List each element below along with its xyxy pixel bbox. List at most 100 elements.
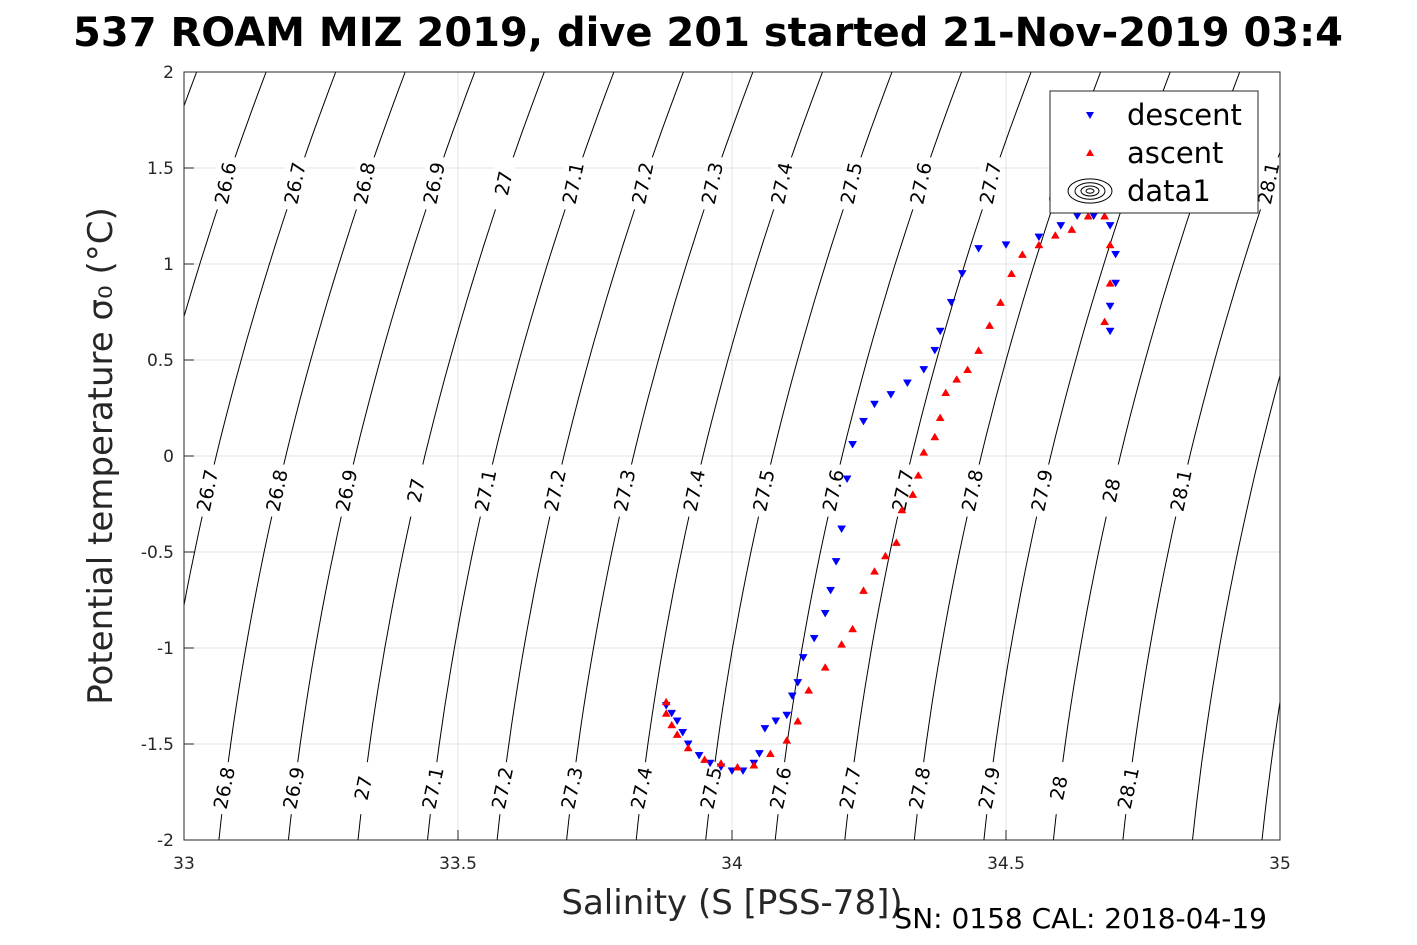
descent-point (831, 558, 841, 566)
descent-point (809, 634, 819, 643)
contour-label-gap (841, 157, 862, 210)
contour-label-gap (910, 762, 931, 815)
ascent-point (716, 759, 726, 767)
ascent-point (661, 697, 671, 706)
ascent-point (1105, 240, 1115, 249)
descent-point (771, 717, 781, 726)
data-points (661, 211, 1121, 775)
ascent-point (837, 640, 847, 648)
descent-point (930, 346, 940, 355)
chart-title: 537 ROAM MIZ 2019, dive 201 started 21-N… (73, 10, 1343, 56)
contour-label-gap (981, 157, 1002, 210)
ascent-point (848, 624, 858, 633)
ascent-point (820, 663, 830, 671)
y-tick-label: -1 (157, 639, 174, 659)
ascent-point (897, 505, 907, 514)
descent-point (798, 654, 808, 662)
legend-label: data1 (1127, 174, 1211, 208)
ascent-point (733, 762, 742, 771)
descent-point (787, 692, 797, 701)
ascent-point (996, 298, 1005, 306)
descent-point (902, 379, 912, 388)
y-tick-label: -0.5 (141, 543, 174, 563)
descent-point (678, 729, 688, 737)
descent-point (1056, 222, 1066, 230)
contour-label-gap (963, 464, 984, 517)
descent-point (1034, 233, 1044, 242)
descent-point (848, 441, 858, 449)
ascent-point (974, 346, 984, 354)
descent-point (842, 475, 852, 484)
contour-label-gap (771, 762, 792, 815)
legend-contour-marker (1080, 185, 1100, 197)
ascent-point (880, 551, 890, 560)
contour-label-gap (893, 464, 914, 517)
legend-label: descent (1127, 98, 1242, 132)
legend-ascent-marker (1086, 149, 1094, 156)
ascent-point (963, 365, 973, 374)
contour-label-gap (1032, 464, 1053, 517)
descent-point (935, 327, 945, 336)
legend-descent-marker (1086, 112, 1094, 119)
descent-point (672, 717, 682, 726)
contour-label-gap (615, 464, 636, 517)
contour-label-gap (353, 762, 374, 815)
ascent-point (935, 413, 945, 422)
isopycnal-line (1261, 698, 1280, 840)
y-tick-label: 1.5 (147, 159, 174, 179)
legend-contour-marker (1067, 178, 1113, 204)
y-tick-label: 1 (163, 255, 174, 275)
ascent-point (804, 686, 814, 694)
contour-label-gap (563, 157, 584, 210)
descent-point (946, 298, 956, 307)
contour-label-gap (1259, 157, 1280, 210)
descent-point (859, 417, 868, 426)
ascent-point (1017, 250, 1027, 258)
contour-label-gap (216, 157, 237, 210)
ascent-point (908, 490, 918, 498)
legend-box (1049, 90, 1259, 214)
contour-label-gap (406, 464, 427, 517)
y-tick-label: -1.5 (141, 735, 174, 755)
x-tick-label: 34.5 (987, 854, 1025, 874)
contour-label-gap (284, 762, 305, 815)
descent-point (1001, 241, 1011, 249)
descent-point (820, 609, 830, 618)
isopycnal-line (1399, 72, 1417, 859)
contour-label: 28 (1046, 774, 1073, 802)
descent-point (1111, 250, 1121, 259)
contour-label-gap (493, 762, 514, 815)
ascent-point (1083, 211, 1093, 220)
ascent-point (1034, 240, 1044, 249)
contour-label-gap (545, 464, 566, 517)
ascent-point (1105, 279, 1115, 287)
legend-contour-marker (1074, 182, 1106, 200)
ascent-point (749, 761, 759, 769)
descent-point (1111, 279, 1121, 288)
contour-label-gap (840, 762, 861, 815)
contour-label-gap (267, 464, 288, 517)
contour-label-gap (633, 157, 654, 210)
contour-label-gap (1118, 762, 1139, 815)
descent-point (754, 750, 764, 758)
ascent-point (782, 736, 792, 744)
descent-point (1105, 302, 1115, 311)
contour-label-gap (198, 464, 219, 517)
ascent-point (913, 471, 923, 479)
contour-label: 27 (403, 476, 430, 504)
ascent-point (870, 567, 879, 575)
contour-label: 28 (1099, 476, 1126, 504)
ascent-point (1007, 269, 1016, 278)
ascent-point (672, 730, 682, 738)
descent-point (1105, 222, 1115, 230)
x-axis-label: Salinity (S [PSS-78]) (561, 883, 902, 923)
contour-label-gap (285, 157, 306, 210)
y-tick-label: 2 (163, 63, 174, 83)
ascent-point (1100, 317, 1110, 326)
descent-point (694, 752, 704, 760)
contour-label-gap (1049, 762, 1070, 815)
legend: descent ascent data1 (1049, 90, 1259, 214)
descent-point (957, 270, 967, 278)
contour-label-gap (476, 464, 497, 517)
legend-label: ascent (1127, 136, 1223, 170)
